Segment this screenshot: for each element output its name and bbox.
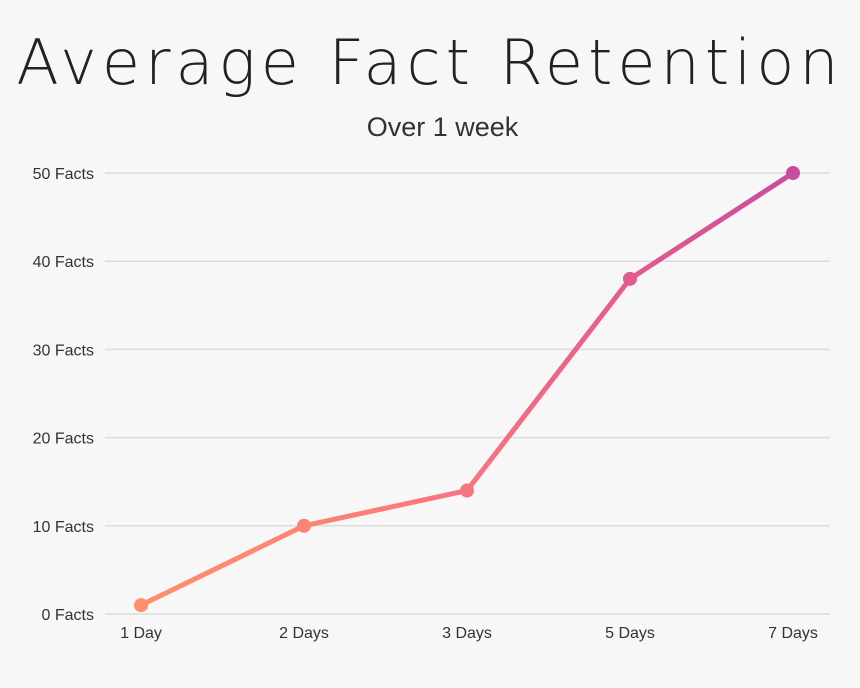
data-point	[134, 598, 148, 613]
y-tick-label: 30 Facts	[33, 342, 94, 359]
data-point	[786, 166, 800, 180]
x-tick-label: 1 Day	[120, 625, 162, 642]
x-tick-label: 5 Days	[605, 625, 655, 642]
data-point	[623, 271, 637, 286]
y-tick-label: 20 Facts	[33, 431, 94, 448]
x-tick-label: 3 Days	[442, 625, 492, 642]
line-segment	[627, 170, 796, 282]
y-tick-label: 50 Facts	[33, 166, 94, 183]
line-segment	[138, 523, 307, 608]
data-point	[297, 518, 311, 533]
x-tick-label: 7 Days	[768, 625, 818, 642]
x-tick-label: 2 Days	[279, 625, 329, 642]
chart-subtitle: Over 1 week	[366, 112, 519, 142]
y-tick-label: 40 Facts	[33, 254, 94, 271]
line-segment	[464, 276, 633, 494]
y-tick-label: 10 Facts	[33, 519, 94, 536]
data-point	[460, 483, 474, 498]
y-tick-label: 0 Facts	[42, 607, 94, 624]
line-segment	[301, 488, 470, 529]
chart-title: Average Fact Retention	[16, 26, 844, 99]
